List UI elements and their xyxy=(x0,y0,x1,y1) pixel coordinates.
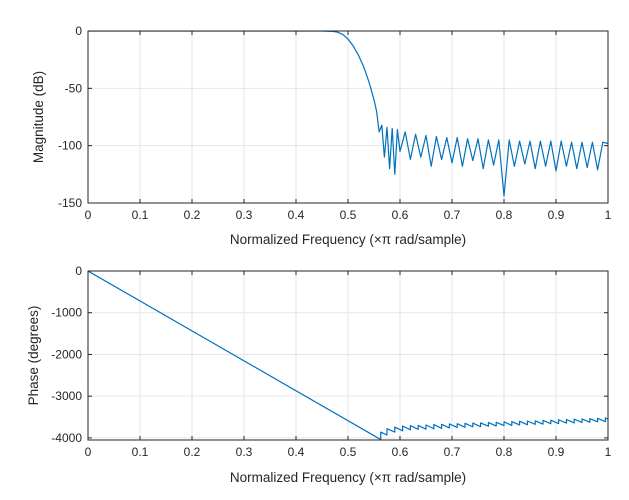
phase-x-tick-label: 0.9 xyxy=(548,445,565,459)
magnitude-series-line xyxy=(88,31,608,197)
phase-y-tick-label: -3000 xyxy=(51,389,82,403)
phase-y-tick-label: -1000 xyxy=(51,306,82,320)
magnitude-x-tick-label: 0.3 xyxy=(236,208,253,222)
phase-x-tick-label: 0.4 xyxy=(288,445,305,459)
magnitude-x-tick-label: 1 xyxy=(605,208,612,222)
phase-x-tick-label: 0 xyxy=(85,445,92,459)
magnitude-x-tick-label: 0.2 xyxy=(184,208,201,222)
phase-plot: 0 0.1 0.2 0.3 0.4 0.5 0.6 0.7 0.8 0.9 1 -4000 -3000 -… xyxy=(26,264,612,485)
magnitude-y-tick-label: 0 xyxy=(75,24,82,38)
magnitude-x-tick-label: 0.8 xyxy=(496,208,513,222)
magnitude-y-tick-label: -150 xyxy=(58,196,82,210)
phase-y-tick-label: -2000 xyxy=(51,347,82,361)
magnitude-x-tick-label: 0 xyxy=(85,208,92,222)
phase-x-tick-label: 0.7 xyxy=(444,445,461,459)
phase-series-line xyxy=(88,271,608,440)
phase-x-tick-label: 0.1 xyxy=(132,445,149,459)
phase-y-axis-label: Phase (degrees) xyxy=(26,306,41,406)
magnitude-y-axis-label: Magnitude (dB) xyxy=(31,71,46,163)
magnitude-x-tick-label: 0.5 xyxy=(340,208,357,222)
magnitude-x-axis-label: Normalized Frequency (×π rad/sample) xyxy=(230,232,466,247)
phase-x-tick-label: 1 xyxy=(605,445,612,459)
magnitude-y-tick-label: -50 xyxy=(65,81,83,95)
phase-x-tick-label: 0.3 xyxy=(236,445,253,459)
magnitude-x-tick-label: 0.9 xyxy=(548,208,565,222)
magnitude-x-tick-label: 0.6 xyxy=(392,208,409,222)
magnitude-plot: 0 0.1 0.2 0.3 0.4 0.5 0.6 0.7 0.8 0.9 1 -150 -100 -50… xyxy=(31,24,612,247)
phase-x-tick-label: 0.2 xyxy=(184,445,201,459)
phase-x-tick-label: 0.8 xyxy=(496,445,513,459)
magnitude-x-tick-label: 0.1 xyxy=(132,208,149,222)
phase-y-tick-label: -4000 xyxy=(51,431,82,445)
magnitude-x-tick-label: 0.4 xyxy=(288,208,305,222)
phase-y-tick-label: 0 xyxy=(75,264,82,278)
phase-x-tick-label: 0.6 xyxy=(392,445,409,459)
phase-x-axis-label: Normalized Frequency (×π rad/sample) xyxy=(230,470,466,485)
magnitude-x-tick-label: 0.7 xyxy=(444,208,461,222)
magnitude-y-tick-label: -100 xyxy=(58,139,82,153)
phase-x-tick-label: 0.5 xyxy=(340,445,357,459)
